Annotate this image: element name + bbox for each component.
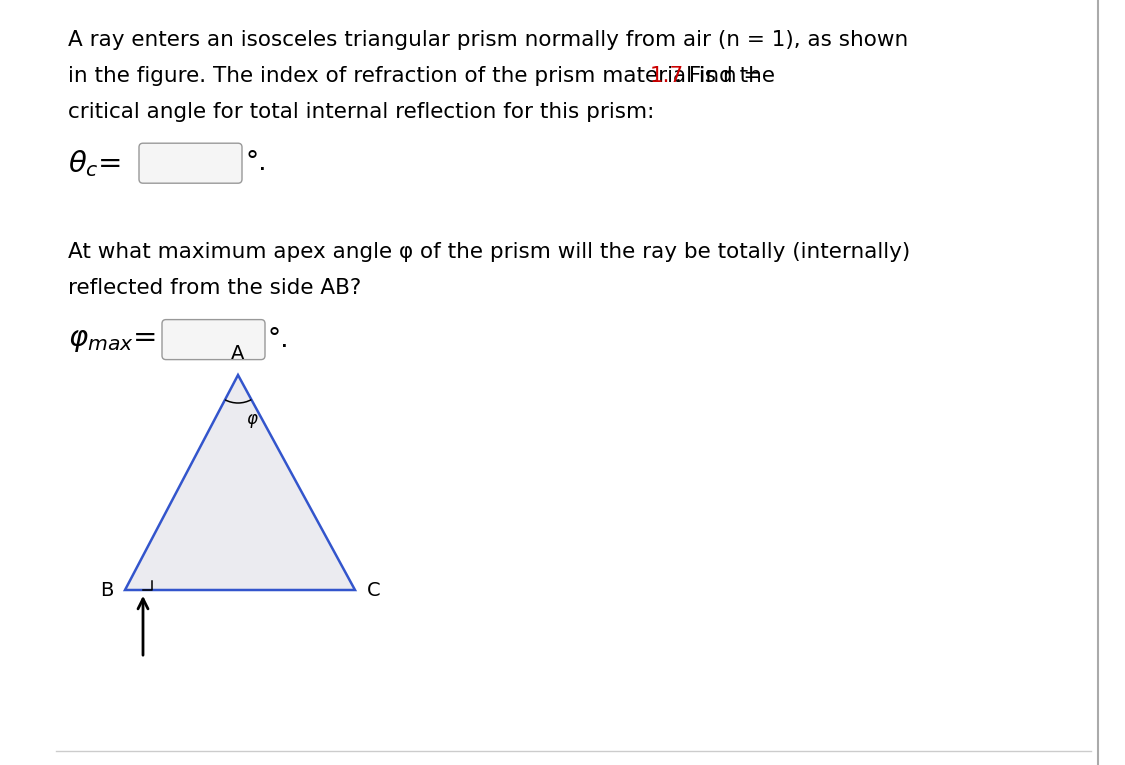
Text: C: C [367,581,380,600]
Text: °.: °. [245,150,267,176]
Text: . Find the: . Find the [675,66,775,86]
Text: 1.7: 1.7 [649,66,684,86]
Polygon shape [125,375,356,590]
Text: reflected from the side AB?: reflected from the side AB? [68,278,361,298]
Text: B: B [100,581,113,600]
FancyBboxPatch shape [140,143,242,183]
Text: in the figure. The index of refraction of the prism material is n =: in the figure. The index of refraction o… [68,66,768,86]
Text: φ: φ [246,410,256,428]
Text: $\theta_c$=: $\theta_c$= [68,148,122,178]
Text: °.: °. [268,327,289,353]
Text: critical angle for total internal reflection for this prism:: critical angle for total internal reflec… [68,102,655,122]
Text: $\varphi_{max}$=: $\varphi_{max}$= [68,326,155,353]
Text: A ray enters an isosceles triangular prism normally from air (n = 1), as shown: A ray enters an isosceles triangular pri… [68,30,908,50]
FancyBboxPatch shape [162,320,266,360]
Text: A: A [232,344,245,363]
Text: At what maximum apex angle φ of the prism will the ray be totally (internally): At what maximum apex angle φ of the pris… [68,243,910,262]
